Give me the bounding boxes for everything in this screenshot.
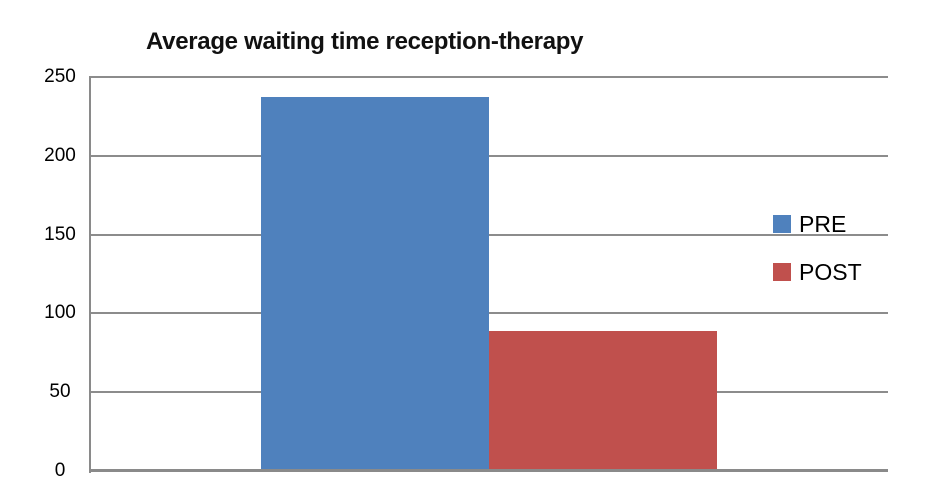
legend-swatch-post bbox=[773, 263, 791, 281]
x-axis-line bbox=[89, 469, 888, 472]
y-axis-tick-label: 0 bbox=[54, 460, 66, 481]
legend-label: POST bbox=[799, 259, 862, 285]
chart-title: Average waiting time reception-therapy bbox=[146, 28, 584, 55]
y-axis-tick-label: 250 bbox=[44, 66, 76, 87]
legend-item-post: POST bbox=[773, 259, 862, 285]
y-axis-tick-label: 100 bbox=[44, 302, 76, 324]
y-axis-tick-label: 150 bbox=[44, 223, 76, 245]
legend-swatch-pre bbox=[773, 215, 791, 233]
y-axis-line bbox=[89, 77, 91, 473]
legend-label: PRE bbox=[799, 211, 847, 237]
y-axis-tick-label: 50 bbox=[49, 381, 71, 403]
bar-post bbox=[489, 331, 717, 471]
bar-pre bbox=[261, 97, 489, 471]
plot-area bbox=[89, 76, 888, 473]
legend-item-pre: PRE bbox=[773, 211, 846, 237]
y-axis-tick-label: 200 bbox=[44, 144, 76, 166]
gridline bbox=[89, 76, 888, 78]
